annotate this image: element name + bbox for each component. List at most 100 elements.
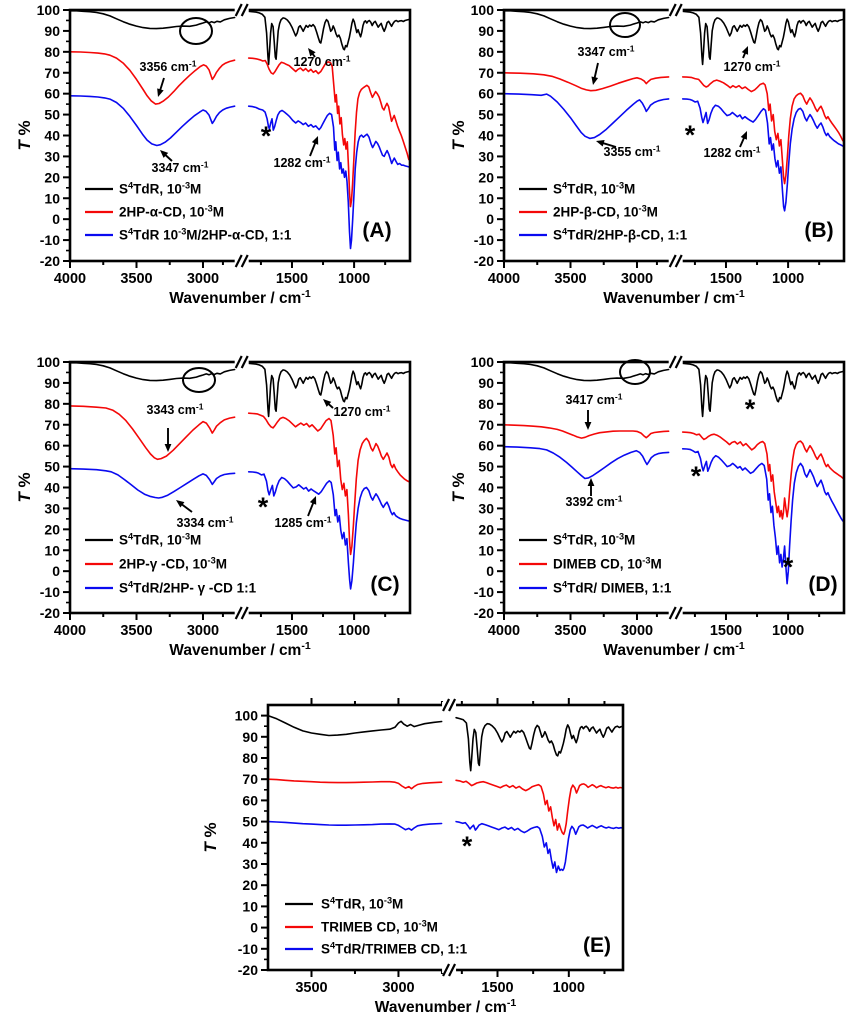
svg-text:50: 50 bbox=[478, 459, 494, 475]
svg-text:T %: T % bbox=[201, 822, 220, 852]
svg-text:S4TdR/ DIMEB, 1:1: S4TdR/ DIMEB, 1:1 bbox=[553, 579, 672, 595]
svg-text:1282 cm-1: 1282 cm-1 bbox=[274, 154, 331, 170]
svg-text:30: 30 bbox=[242, 856, 258, 872]
svg-text:*: * bbox=[745, 394, 756, 424]
svg-text:*: * bbox=[685, 120, 696, 150]
svg-text:S4TdR, 10-3M: S4TdR, 10-3M bbox=[553, 531, 635, 547]
svg-text:-20: -20 bbox=[238, 962, 258, 978]
svg-text:3000: 3000 bbox=[382, 980, 414, 996]
svg-text:1282 cm-1: 1282 cm-1 bbox=[704, 144, 761, 160]
svg-text:80: 80 bbox=[44, 396, 60, 412]
svg-text:20: 20 bbox=[242, 877, 258, 893]
svg-text:S4TdR/2HP- γ -CD 1:1: S4TdR/2HP- γ -CD 1:1 bbox=[119, 579, 257, 595]
svg-text:10: 10 bbox=[478, 190, 494, 206]
svg-text:*: * bbox=[783, 552, 794, 582]
svg-text:40: 40 bbox=[44, 480, 60, 496]
svg-text:3000: 3000 bbox=[621, 623, 653, 639]
svg-text:40: 40 bbox=[478, 480, 494, 496]
svg-text:2HP-γ -CD, 10-3M: 2HP-γ -CD, 10-3M bbox=[119, 555, 227, 571]
svg-text:1000: 1000 bbox=[553, 980, 585, 996]
svg-text:0: 0 bbox=[250, 920, 258, 936]
svg-text:(C): (C) bbox=[370, 573, 399, 596]
svg-text:3500: 3500 bbox=[295, 980, 327, 996]
svg-text:1500: 1500 bbox=[710, 271, 742, 287]
svg-text:T %: T % bbox=[449, 472, 468, 502]
svg-text:-20: -20 bbox=[474, 605, 494, 621]
svg-text:3347 cm-1: 3347 cm-1 bbox=[578, 43, 635, 59]
svg-text:S4TdR, 10-3M: S4TdR, 10-3M bbox=[321, 895, 403, 911]
svg-text:10: 10 bbox=[44, 542, 60, 558]
svg-text:1270 cm-1: 1270 cm-1 bbox=[294, 53, 351, 69]
svg-text:1270 cm-1: 1270 cm-1 bbox=[334, 403, 391, 419]
svg-text:S4TdR, 10-3M: S4TdR, 10-3M bbox=[119, 531, 201, 547]
svg-text:1500: 1500 bbox=[710, 623, 742, 639]
svg-text:50: 50 bbox=[44, 107, 60, 123]
svg-text:1000: 1000 bbox=[772, 623, 804, 639]
svg-text:90: 90 bbox=[478, 375, 494, 391]
svg-text:80: 80 bbox=[44, 44, 60, 60]
svg-text:3500: 3500 bbox=[554, 623, 586, 639]
svg-text:3343 cm-1: 3343 cm-1 bbox=[147, 401, 204, 417]
svg-text:3500: 3500 bbox=[554, 271, 586, 287]
svg-text:*: * bbox=[691, 461, 702, 491]
svg-text:S4TdR, 10-3M: S4TdR, 10-3M bbox=[119, 180, 201, 196]
svg-text:Wavenumber / cm-1: Wavenumber / cm-1 bbox=[169, 640, 311, 659]
svg-text:50: 50 bbox=[242, 814, 258, 830]
svg-text:100: 100 bbox=[471, 354, 495, 370]
svg-text:3392 cm-1: 3392 cm-1 bbox=[566, 493, 623, 509]
svg-text:20: 20 bbox=[44, 169, 60, 185]
svg-text:Wavenumber / cm-1: Wavenumber / cm-1 bbox=[603, 640, 745, 659]
svg-text:Wavenumber / cm-1: Wavenumber / cm-1 bbox=[169, 288, 311, 307]
svg-text:10: 10 bbox=[242, 898, 258, 914]
svg-text:20: 20 bbox=[44, 521, 60, 537]
svg-text:1285 cm-1: 1285 cm-1 bbox=[275, 514, 332, 530]
svg-text:0: 0 bbox=[486, 211, 494, 227]
svg-text:3000: 3000 bbox=[187, 623, 219, 639]
svg-text:70: 70 bbox=[242, 771, 258, 787]
svg-text:(A): (A) bbox=[362, 219, 391, 242]
svg-text:70: 70 bbox=[478, 417, 494, 433]
svg-text:4000: 4000 bbox=[54, 271, 86, 287]
svg-text:S4TdR, 10-3M: S4TdR, 10-3M bbox=[553, 180, 635, 196]
svg-text:60: 60 bbox=[44, 438, 60, 454]
svg-text:40: 40 bbox=[242, 835, 258, 851]
svg-text:30: 30 bbox=[44, 148, 60, 164]
svg-text:T %: T % bbox=[15, 472, 34, 502]
svg-text:10: 10 bbox=[478, 542, 494, 558]
svg-text:-20: -20 bbox=[40, 605, 60, 621]
svg-text:100: 100 bbox=[37, 2, 61, 18]
svg-text:-10: -10 bbox=[238, 941, 258, 957]
svg-text:70: 70 bbox=[478, 65, 494, 81]
svg-text:30: 30 bbox=[478, 148, 494, 164]
svg-text:1500: 1500 bbox=[481, 980, 513, 996]
svg-text:40: 40 bbox=[478, 128, 494, 144]
svg-text:*: * bbox=[261, 121, 272, 151]
svg-text:40: 40 bbox=[44, 128, 60, 144]
svg-text:T %: T % bbox=[15, 120, 34, 150]
svg-text:60: 60 bbox=[242, 792, 258, 808]
svg-text:3000: 3000 bbox=[621, 271, 653, 287]
svg-text:1000: 1000 bbox=[772, 271, 804, 287]
svg-text:30: 30 bbox=[44, 500, 60, 516]
svg-text:0: 0 bbox=[52, 563, 60, 579]
svg-text:20: 20 bbox=[478, 521, 494, 537]
svg-text:3500: 3500 bbox=[120, 271, 152, 287]
svg-text:100: 100 bbox=[471, 2, 495, 18]
svg-text:70: 70 bbox=[44, 417, 60, 433]
svg-text:-20: -20 bbox=[474, 253, 494, 269]
svg-text:(B): (B) bbox=[804, 219, 833, 242]
svg-text:-10: -10 bbox=[40, 232, 60, 248]
svg-text:60: 60 bbox=[478, 86, 494, 102]
svg-text:(E): (E) bbox=[583, 934, 611, 957]
svg-text:50: 50 bbox=[44, 459, 60, 475]
svg-text:3500: 3500 bbox=[120, 623, 152, 639]
svg-text:4000: 4000 bbox=[488, 623, 520, 639]
svg-text:60: 60 bbox=[478, 438, 494, 454]
svg-text:S4TdR 10-3M/2HP-α-CD, 1:1: S4TdR 10-3M/2HP-α-CD, 1:1 bbox=[119, 226, 292, 242]
svg-text:0: 0 bbox=[486, 563, 494, 579]
svg-text:3356 cm-1: 3356 cm-1 bbox=[140, 58, 197, 74]
